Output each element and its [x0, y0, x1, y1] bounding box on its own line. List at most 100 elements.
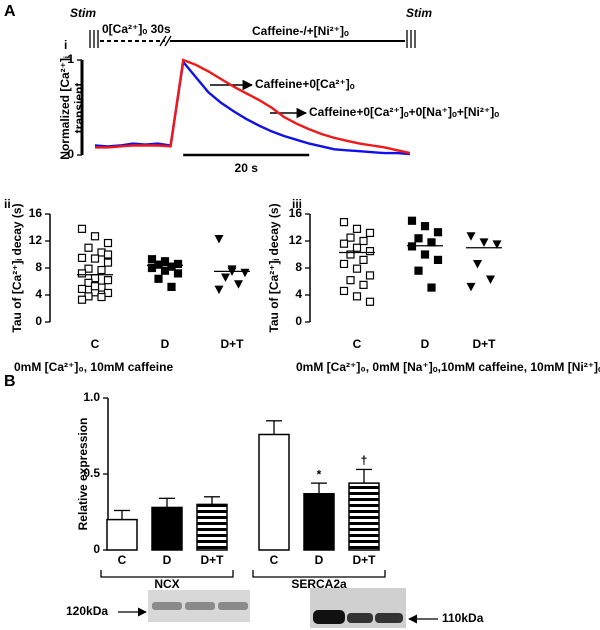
y-tick-label: 4: [35, 287, 42, 301]
y-tick-label: 0.5: [83, 466, 100, 480]
protocol-label: Stim: [406, 6, 432, 20]
protocol: [89, 30, 416, 48]
y-tick-label: 1.0: [83, 390, 100, 404]
data-point: [77, 253, 87, 262]
data-point: [97, 265, 106, 275]
data-point: [486, 275, 495, 284]
data-point: [359, 236, 368, 246]
data-point: [339, 259, 349, 269]
y-axis-label-line: Normalized [Ca²⁺]ᵢ: [58, 56, 72, 160]
blot-band: [152, 602, 182, 610]
data-point: [103, 238, 113, 248]
data-point: [147, 255, 157, 264]
data-point: [352, 243, 362, 252]
protocol-label: 0[Ca²⁺]ₒ 30s: [102, 22, 171, 36]
group-bracket: [100, 570, 234, 578]
data-point: [346, 250, 355, 259]
x-tick-label: D: [161, 337, 170, 351]
data-point: [339, 218, 349, 227]
data-point: [339, 286, 349, 296]
data-point: [407, 242, 417, 251]
data-point: [420, 250, 430, 259]
data-point: [173, 269, 183, 278]
data-point: [77, 284, 87, 294]
annotation: Caffeine+0[Ca²⁺]ₒ+0[Na⁺]ₒ+[Ni²⁺]ₒ: [309, 105, 499, 119]
group-label: NCX: [154, 577, 179, 591]
data-point: [492, 240, 502, 249]
x-tick-label: C: [118, 553, 127, 567]
x-tick-label: D: [421, 337, 430, 351]
data-point: [365, 297, 375, 306]
group-bracket: [252, 570, 386, 578]
significance-marker: *: [317, 467, 322, 481]
panel-label: i: [64, 38, 67, 52]
data-point: [90, 282, 100, 291]
x-axis-label: 0mM [Ca²⁺]₀, 0mM [Na⁺]ₒ,10mM caffeine, 1…: [296, 360, 600, 374]
data-point: [346, 276, 355, 285]
y-axis-label: Relative expression: [76, 418, 90, 531]
data-point: [90, 254, 100, 263]
y-axis-label: Tau of [Ca²⁺]ᵢ decay (s): [10, 203, 24, 332]
data-point: [420, 222, 430, 231]
data-point: [365, 271, 375, 280]
y-tick-label: 16: [29, 206, 43, 220]
panel-label: A: [4, 3, 16, 20]
blot-band: [375, 613, 403, 623]
data-point: [103, 250, 113, 259]
data-point: [147, 263, 157, 273]
data-point: [240, 268, 250, 278]
data-point: [90, 232, 100, 241]
x-tick-label: C: [270, 553, 279, 567]
data-point: [414, 266, 423, 275]
data-point: [103, 276, 113, 285]
y-tick-label: 12: [289, 233, 303, 247]
data-point: [433, 255, 443, 264]
protocol-label: Caffeine-/+[Ni²⁺]ₒ: [252, 24, 349, 38]
blot-band: [313, 610, 345, 624]
y-tick-label: 1: [67, 52, 74, 66]
bar: [258, 433, 290, 551]
data-point: [84, 264, 93, 273]
y-axis-label-line: transient: [72, 83, 86, 134]
data-point: [359, 280, 368, 289]
trace: [95, 58, 411, 155]
panel-label: B: [4, 373, 16, 390]
y-axis-label: Tau of [Ca²⁺]ᵢ decay (s): [267, 203, 281, 332]
x-tick-label: D+T: [200, 553, 224, 567]
data-point: [414, 234, 423, 243]
blot-band: [185, 602, 215, 610]
data-point: [479, 238, 489, 247]
y-tick-label: 0: [93, 542, 100, 556]
y-tick-label: 0: [295, 314, 302, 328]
annotation: Caffeine+0[Ca²⁺]ₒ: [255, 77, 355, 91]
data-point: [234, 280, 243, 289]
protocol-label: Stim: [70, 6, 96, 20]
data-point: [346, 233, 355, 242]
data-point: [352, 292, 362, 301]
data-point: [473, 259, 482, 269]
blot-band: [347, 613, 373, 623]
data-point: [352, 264, 362, 273]
y-tick-label: 8: [35, 260, 42, 274]
data-point: [339, 239, 349, 248]
data-point: [84, 243, 93, 252]
data-point: [167, 282, 176, 291]
x-tick-label: D+T: [220, 337, 244, 351]
group-label: SERCA2a: [291, 577, 347, 591]
x-axis-label: 0mM [Ca²⁺]₀, 10mM caffeine: [14, 360, 173, 374]
data-point: [466, 282, 476, 292]
data-point: [407, 216, 417, 225]
blot-label: 120kDa: [66, 604, 108, 618]
x-tick-label: D: [163, 553, 172, 567]
data-point: [77, 224, 87, 233]
data-point: [77, 269, 87, 278]
y-tick-label: 16: [289, 206, 303, 220]
y-tick-label: 0: [67, 147, 74, 161]
data-point: [214, 234, 224, 244]
data-point: [466, 232, 476, 241]
x-tick-label: D: [315, 553, 324, 567]
data-point: [154, 274, 163, 283]
x-tick-label: C: [353, 337, 362, 351]
scale-bar-label: 20 s: [235, 161, 259, 175]
